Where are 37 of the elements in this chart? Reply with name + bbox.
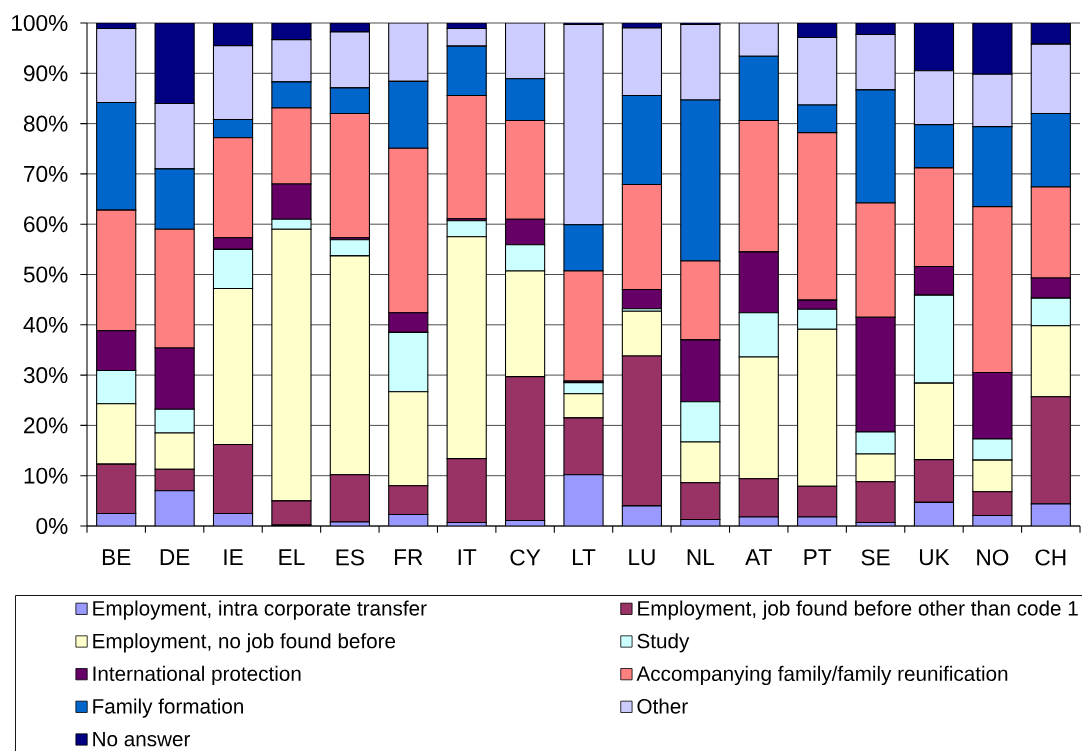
y-tick-label: 100% (12, 14, 68, 32)
x-tick-label: DE (160, 549, 190, 565)
legend-label: Employment, no job found before (93, 633, 396, 653)
y-tick-label: 90% (23, 65, 68, 82)
legend-label: Study (637, 633, 690, 653)
legend-label: Employment, job found before other than code 1 (638, 600, 1078, 620)
x-tick-label: SE (861, 549, 890, 566)
x-tick-label: NO (977, 549, 1009, 566)
legend-label: Accompanying family/family reunification (636, 665, 1008, 686)
x-tick-label: ES (336, 549, 364, 566)
legend-label: No answer (93, 731, 191, 747)
x-tick-label: UK (919, 549, 950, 566)
y-tick-label: 10% (24, 467, 68, 484)
y-tick-label: 40% (23, 316, 68, 333)
legend-label: Employment, intra corporate transfer (93, 600, 427, 620)
x-tick-label: CH (1035, 549, 1066, 566)
x-tick-label: CY (510, 549, 541, 566)
x-tick-label: EL (279, 549, 305, 565)
legend-label: Other (637, 698, 688, 714)
x-tick-label: NL (687, 549, 715, 565)
legend-label: Family formation (93, 698, 243, 718)
y-tick-label: 60% (24, 216, 68, 233)
legend-label: International protection (93, 665, 301, 686)
y-tick-label: 20% (24, 417, 68, 434)
x-tick-label: FR (395, 549, 423, 565)
y-tick-label: 0% (36, 517, 68, 535)
y-tick-label: 80% (23, 115, 68, 132)
x-tick-label: AT (745, 549, 772, 565)
x-tick-label: LU (629, 549, 655, 566)
x-tick-label: IT (458, 549, 477, 565)
y-tick-label: 70% (24, 165, 68, 182)
x-tick-label: BE (102, 549, 131, 565)
y-tick-label: 30% (23, 367, 68, 384)
x-tick-label: LT (572, 549, 596, 565)
x-tick-label: PT (804, 549, 832, 565)
x-tick-label: IE (224, 549, 243, 565)
y-tick-label: 50% (23, 266, 68, 283)
